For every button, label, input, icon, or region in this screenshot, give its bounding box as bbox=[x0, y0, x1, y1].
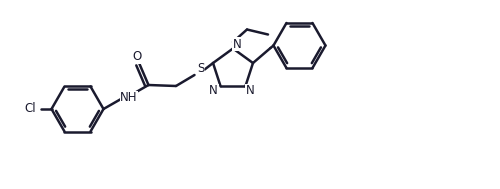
Text: S: S bbox=[198, 63, 204, 75]
Text: N: N bbox=[232, 37, 241, 50]
Text: N: N bbox=[246, 84, 254, 98]
Text: O: O bbox=[132, 50, 141, 64]
Text: NH: NH bbox=[120, 91, 138, 105]
Text: Cl: Cl bbox=[24, 102, 36, 115]
Text: N: N bbox=[210, 84, 218, 98]
